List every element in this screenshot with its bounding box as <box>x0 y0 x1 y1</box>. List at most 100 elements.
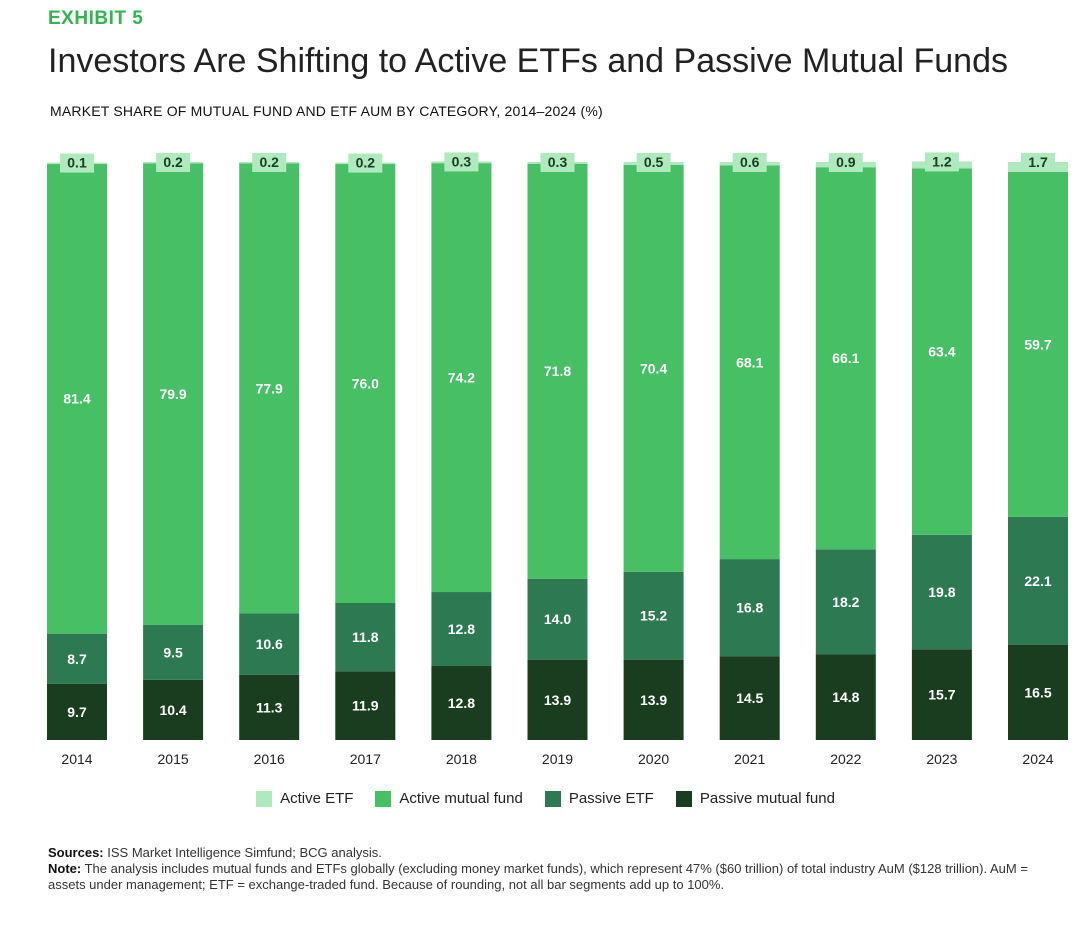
data-label-box <box>348 153 383 173</box>
bar-segment-active-mutual-fund <box>815 167 876 550</box>
x-tick-label: 2015 <box>158 751 189 767</box>
bar-segment-passive-mutual-fund <box>527 659 588 740</box>
data-label: 71.8 <box>544 363 571 379</box>
bar-segment-active-mutual-fund <box>527 163 588 579</box>
legend-swatch <box>375 790 392 807</box>
x-tick-label: 2017 <box>350 751 381 767</box>
data-label: 0.2 <box>259 154 279 170</box>
bar-segment-passive-mutual-fund <box>815 654 876 740</box>
x-tick-label: 2016 <box>254 751 285 767</box>
bar-segment-active-mutual-fund <box>239 163 300 614</box>
legend-item-passive-mutual-fund: Passive mutual fund <box>675 790 835 807</box>
data-label: 14.0 <box>544 611 571 627</box>
bar-segment-passive-etf <box>527 578 588 660</box>
chart-subtitle: MARKET SHARE OF MUTUAL FUND AND ETF AUM … <box>50 103 603 119</box>
legend-item-active-mutual-fund: Active mutual fund <box>375 790 523 807</box>
data-label: 0.3 <box>452 153 472 169</box>
stacked-bar-chart: 9.7 8.7 81.4 0.1 2014 10.4 9.5 79.9 0.2 2015 11.3 1… <box>47 152 1068 767</box>
data-label: 79.9 <box>159 386 186 402</box>
data-label: 63.4 <box>928 344 955 360</box>
data-label: 15.7 <box>928 687 955 703</box>
bar-segment-passive-mutual-fund <box>1008 644 1068 740</box>
legend-label: Active mutual fund <box>399 790 523 807</box>
sources-label: Sources: <box>48 845 104 860</box>
sources-line: Sources: ISS Market Intelligence Simfund… <box>48 845 1058 861</box>
note-text: The analysis includes mutual funds and E… <box>48 861 1028 892</box>
data-label: 16.8 <box>736 600 763 616</box>
data-label: 0.9 <box>836 154 856 170</box>
data-label-box <box>60 153 94 173</box>
bar-segment-active-mutual-fund <box>335 163 396 604</box>
x-tick-label: 2024 <box>1022 751 1053 767</box>
x-tick-label: 2020 <box>638 751 669 767</box>
bar-segment-passive-etf <box>623 571 684 660</box>
data-label: 77.9 <box>256 380 283 396</box>
note-line: Note: The analysis includes mutual funds… <box>48 861 1058 893</box>
bar-segment-active-mutual-fund <box>623 164 684 572</box>
data-label: 1.7 <box>1028 154 1048 170</box>
data-label-box <box>636 153 671 172</box>
data-label: 59.7 <box>1024 336 1051 352</box>
bar-segment-passive-mutual-fund <box>431 666 492 740</box>
chart-title: Investors Are Shifting to Active ETFs an… <box>48 42 1009 80</box>
data-label-box <box>732 153 767 172</box>
data-label: 22.1 <box>1024 573 1051 589</box>
data-label: 0.6 <box>740 154 760 170</box>
bar-segment-passive-mutual-fund <box>911 649 972 740</box>
data-label: 10.6 <box>256 636 283 652</box>
legend-swatch <box>675 790 692 807</box>
x-tick-label: 2014 <box>61 751 92 767</box>
bar-segment-active-mutual-fund <box>431 163 492 593</box>
bar-segment-passive-etf <box>719 559 780 657</box>
data-label: 12.8 <box>448 621 475 637</box>
data-label: 13.9 <box>640 692 667 708</box>
legend-label: Active ETF <box>280 790 354 807</box>
data-label-box <box>1021 153 1055 172</box>
bar-segment-passive-mutual-fund <box>47 683 107 740</box>
legend-swatch <box>544 790 561 807</box>
bar-segment-passive-etf <box>239 613 300 675</box>
data-label-box <box>924 152 959 172</box>
data-label: 12.8 <box>448 695 475 711</box>
data-label: 16.5 <box>1024 684 1051 700</box>
legend-label: Passive ETF <box>568 790 654 807</box>
data-label: 18.2 <box>832 594 859 610</box>
bar-segment-passive-etf <box>1008 516 1068 645</box>
data-label-box <box>540 153 575 172</box>
data-label: 0.5 <box>644 154 664 170</box>
data-label: 13.9 <box>544 692 571 708</box>
data-label: 19.8 <box>928 584 955 600</box>
data-label: 15.2 <box>640 608 667 624</box>
x-tick-label: 2022 <box>830 751 861 767</box>
data-label: 9.5 <box>163 644 183 660</box>
data-label: 1.2 <box>932 153 952 169</box>
data-label-box <box>828 153 863 172</box>
data-label: 11.3 <box>256 699 283 715</box>
exhibit-label: EXHIBIT 5 <box>48 8 144 29</box>
bar-segment-passive-etf <box>815 549 876 655</box>
data-label: 14.8 <box>832 689 859 705</box>
bar-segment-passive-etf <box>335 603 396 672</box>
legend-label: Passive mutual fund <box>699 790 835 807</box>
data-label: 70.4 <box>640 360 667 376</box>
bar-segment-passive-mutual-fund <box>143 679 204 740</box>
data-label: 10.4 <box>159 702 186 718</box>
bar-segment-passive-mutual-fund <box>719 656 780 740</box>
data-label: 9.7 <box>67 704 87 720</box>
data-label: 66.1 <box>832 350 859 366</box>
bar-segment-passive-etf <box>431 592 492 667</box>
chart-notes: Sources: ISS Market Intelligence Simfund… <box>48 845 1058 893</box>
legend-swatch <box>256 790 273 807</box>
data-label: 0.1 <box>67 155 87 171</box>
bar-segment-passive-etf <box>47 633 107 684</box>
legend: Active ETF Active mutual fund Passive ET… <box>0 790 1091 807</box>
data-label: 76.0 <box>352 375 379 391</box>
bar-segment-active-mutual-fund <box>911 168 972 535</box>
data-label-box <box>444 152 479 172</box>
data-label: 11.9 <box>352 698 379 714</box>
x-tick-label: 2018 <box>446 751 477 767</box>
data-label: 74.2 <box>448 370 475 386</box>
data-label-box <box>252 153 287 172</box>
data-label: 68.1 <box>736 354 763 370</box>
bar-segment-passive-mutual-fund <box>239 674 300 740</box>
